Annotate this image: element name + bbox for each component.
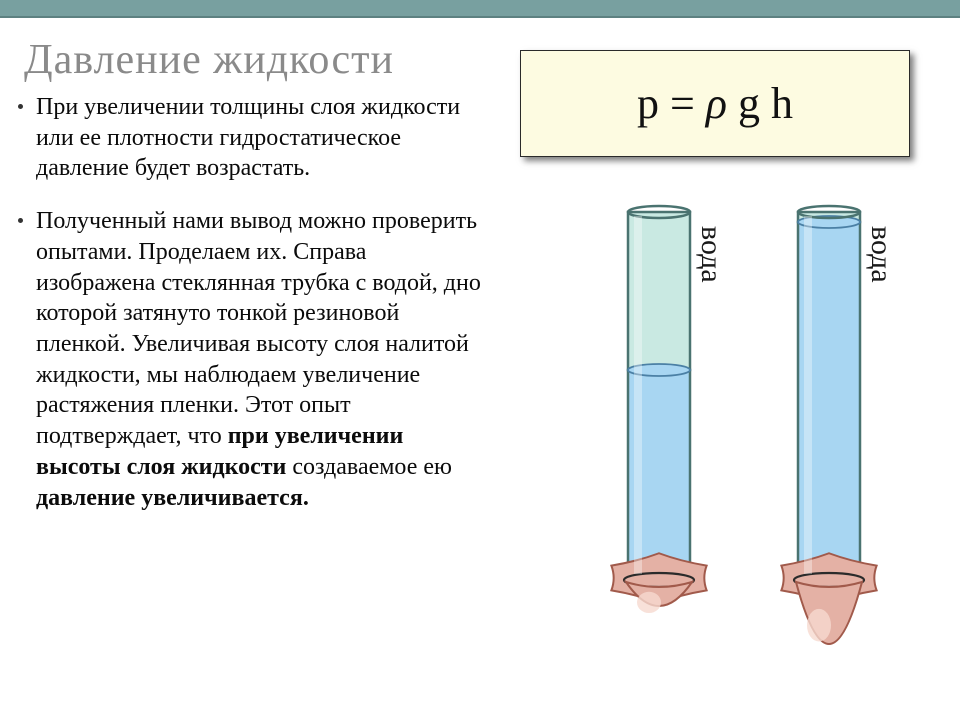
bullet-icon	[18, 104, 23, 109]
paragraph-2: Полученный нами вывод можно проверить оп…	[36, 206, 490, 513]
tube-2: вода	[770, 200, 910, 680]
paragraph-2-mid: создаваемое ею	[286, 454, 452, 480]
tube-1-label: вода	[694, 226, 728, 283]
tube-1: вода	[600, 200, 740, 680]
formula-text: p = ρ g h	[637, 78, 793, 129]
paragraph-2-bold-2: давление увеличивается.	[36, 485, 309, 511]
text-column: При увеличении толщины слоя жидкости или…	[0, 92, 500, 535]
paragraph-1: При увеличении толщины слоя жидкости или…	[36, 92, 490, 184]
paragraph-2-pre: Полученный нами вывод можно проверить оп…	[36, 208, 481, 449]
tube-2-label: вода	[864, 226, 898, 283]
tubes-illustration: вода вода	[580, 200, 940, 700]
formula-box: p = ρ g h	[520, 50, 910, 157]
bullet-icon	[18, 218, 23, 223]
top-accent-bar	[0, 0, 960, 18]
paragraph-1-text: При увеличении толщины слоя жидкости или…	[36, 94, 460, 181]
